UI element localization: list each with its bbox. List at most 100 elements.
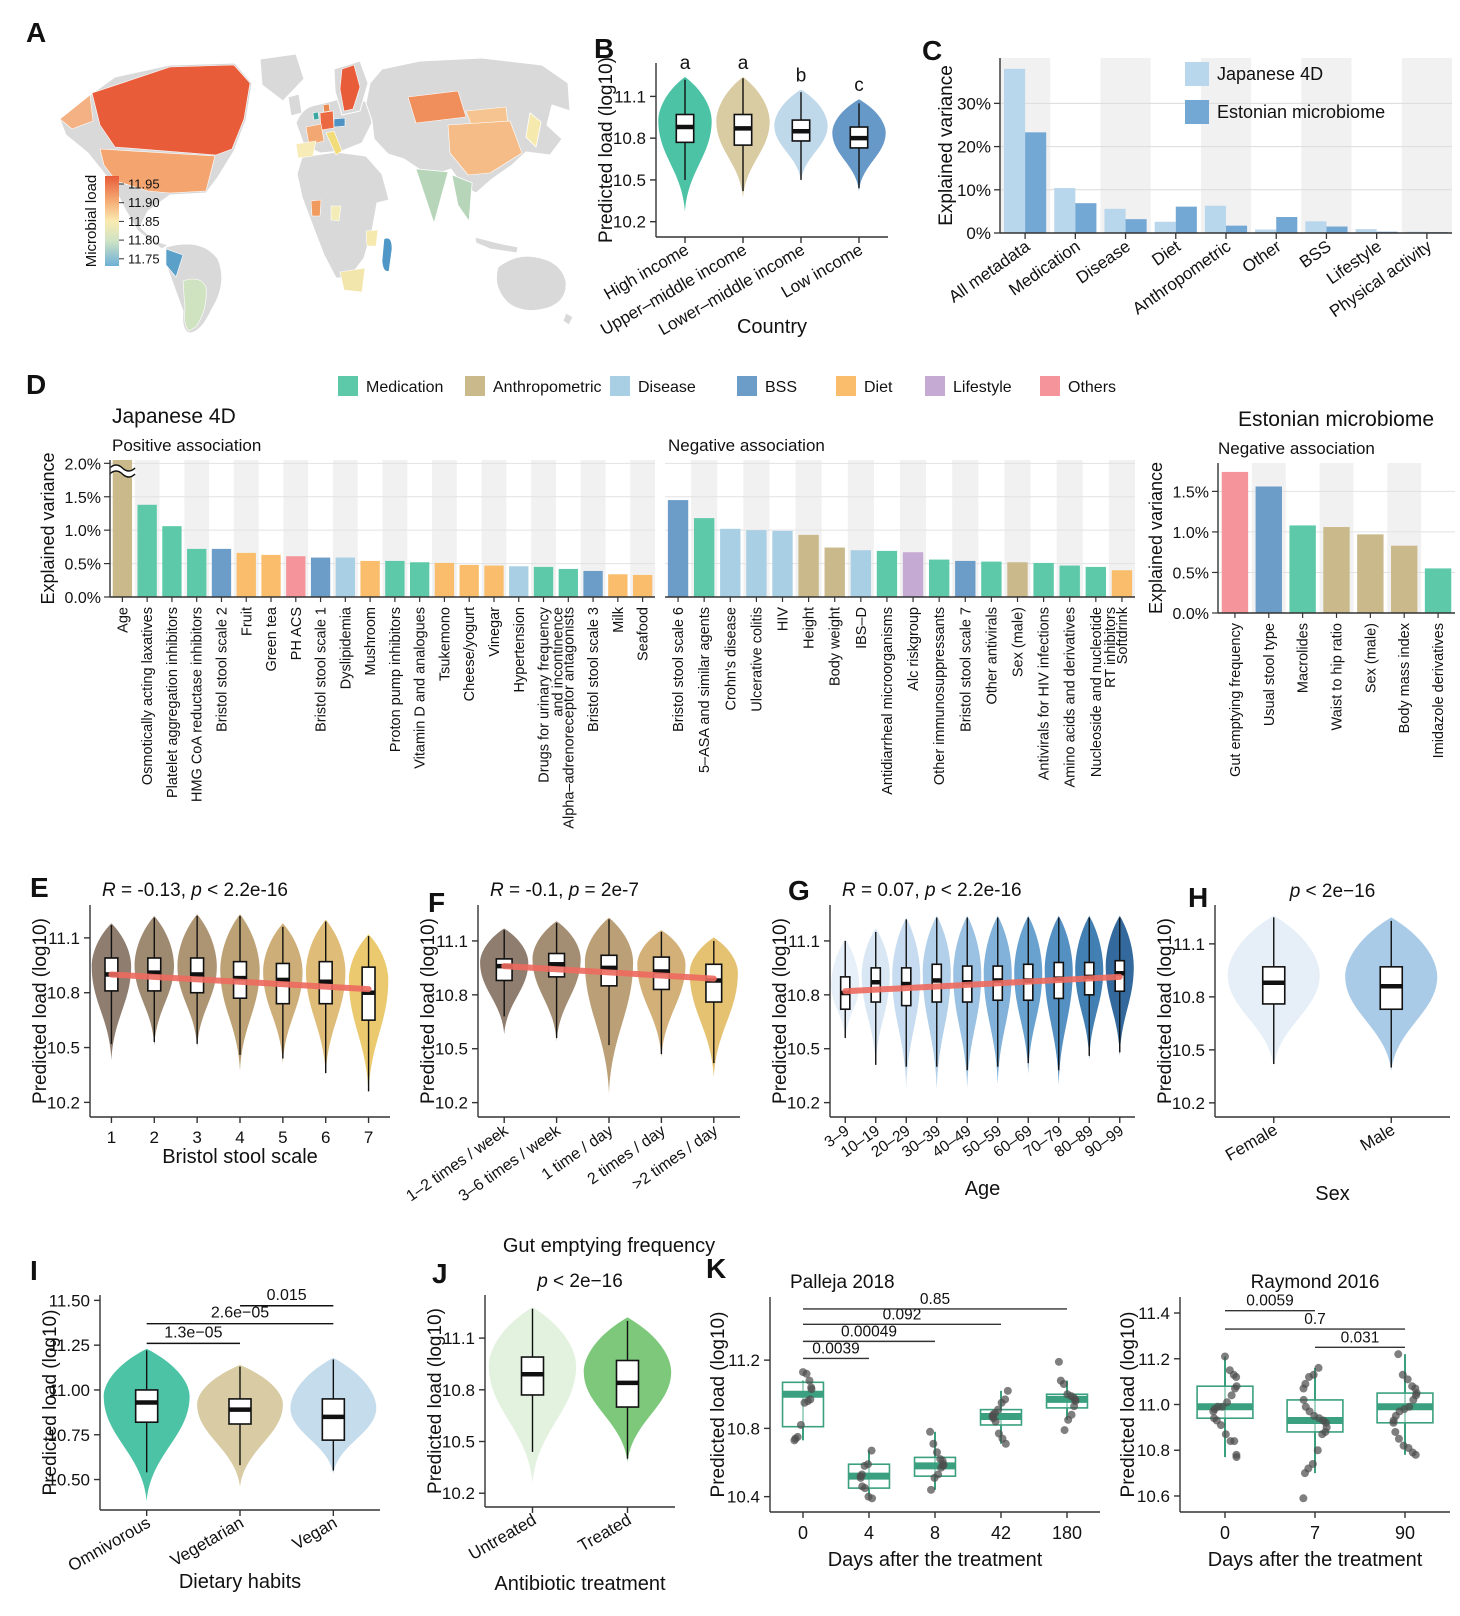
jitter-point xyxy=(1221,1352,1229,1361)
bg-stripe xyxy=(1100,58,1151,233)
bar-label: Usual stool type xyxy=(1262,623,1278,726)
bar xyxy=(1355,229,1377,233)
bar xyxy=(162,526,182,597)
bar xyxy=(693,518,715,597)
bar xyxy=(1276,217,1298,233)
bar-label: Height xyxy=(802,607,818,649)
country-cameroon xyxy=(330,205,342,222)
bar xyxy=(1305,221,1327,233)
y-tick-label: 10.5 xyxy=(1172,1041,1205,1060)
x-tick-label: BSS xyxy=(1296,237,1335,272)
bar xyxy=(509,566,529,597)
legend-swatch-lifestyle xyxy=(925,376,945,396)
significance-letter: b xyxy=(796,65,807,86)
x-tick-label: 7 xyxy=(364,1128,373,1147)
y-tick-label: 30% xyxy=(957,94,991,113)
bar-label: Waist to hip ratio xyxy=(1330,623,1346,730)
y-tick-label: 11.2 xyxy=(728,1351,760,1370)
x-tick-label: Male xyxy=(1357,1120,1398,1155)
bar xyxy=(137,504,157,597)
continent xyxy=(287,93,303,117)
stat-annotation: R = -0.13, p < 2.2e-16 xyxy=(102,880,288,901)
y-tick-label: 11.1 xyxy=(48,929,80,948)
x-axis-title: Bristol stool scale xyxy=(162,1146,318,1168)
bar xyxy=(1007,562,1028,597)
y-tick-label: 0.5% xyxy=(1173,565,1209,582)
jitter-point xyxy=(796,1420,805,1429)
chart-subtitle: Negative association xyxy=(1218,439,1375,458)
bar-label: Macrolides xyxy=(1296,623,1312,693)
bar xyxy=(720,528,741,597)
box xyxy=(705,963,723,1003)
country-france xyxy=(305,123,325,146)
bar xyxy=(1025,132,1047,233)
country-sweden xyxy=(339,64,361,112)
country-usa xyxy=(99,148,216,194)
axis-break xyxy=(107,465,138,477)
bar-label: Bristol stool scale 1 xyxy=(314,607,330,732)
bar-label: Gut emptying frequency xyxy=(1228,622,1244,777)
country-denmark xyxy=(322,103,331,113)
p-value-label: 0.85 xyxy=(920,1291,950,1308)
y-tick-label: 11.1 xyxy=(1173,935,1205,954)
x-tick-label: Other xyxy=(1239,237,1285,277)
country-myanmar_thailand xyxy=(451,174,473,222)
jitter-point xyxy=(1054,1357,1063,1366)
country-madagascar xyxy=(381,237,393,272)
bar-label: Body mass index xyxy=(1397,622,1413,733)
colorbar-title: Microbial load xyxy=(83,175,100,268)
legend-label: Diet xyxy=(864,379,893,396)
chart-subtitle: Positive association xyxy=(112,436,261,455)
x-tick-label: Anthropometric xyxy=(1129,236,1235,318)
legend-label: Estonian microbiome xyxy=(1217,102,1385,122)
country-china xyxy=(447,120,523,176)
y-tick-label: 10.5 xyxy=(47,1039,80,1058)
legend-swatch-diet xyxy=(836,376,856,396)
y-tick-label: 10.8 xyxy=(727,1419,760,1438)
jitter-point xyxy=(1403,1375,1412,1384)
chart-title: Palleja 2018 xyxy=(790,1272,895,1293)
bar-label: Other immunosuppressants xyxy=(932,607,948,785)
jitter-point xyxy=(929,1439,938,1448)
y-tick-label: 0.0% xyxy=(1173,606,1209,623)
bar-label: Green tea xyxy=(264,606,280,671)
bar-label: Sex (male) xyxy=(1363,623,1379,693)
y-axis-title: Predicted load (log10) xyxy=(418,918,439,1104)
legend-label: Medication xyxy=(366,379,443,396)
country-spain xyxy=(295,140,317,159)
colorbar-tick-label: 11.80 xyxy=(128,233,160,248)
bar-label: Mushroom xyxy=(363,607,379,676)
x-axis-title: Gut emptying frequency xyxy=(503,1235,715,1257)
jitter-point xyxy=(1230,1384,1239,1393)
y-tick-label: 10.50 xyxy=(47,1471,90,1490)
panel-g-label: G xyxy=(788,875,810,906)
legend-label: Anthropometric xyxy=(493,379,602,396)
continent xyxy=(474,236,519,254)
y-axis-title: Predicted load (log10) xyxy=(425,1308,446,1494)
y-tick-label: 10.2 xyxy=(47,1093,80,1112)
x-tick-label: Vegetarian xyxy=(167,1513,247,1570)
bar-label: HIV xyxy=(776,607,792,632)
jitter-point xyxy=(932,1448,941,1457)
bg-stripe xyxy=(1200,58,1252,233)
axis-break xyxy=(109,470,136,478)
p-value-label: 0.031 xyxy=(1341,1329,1380,1346)
jitter-point xyxy=(1230,1437,1239,1446)
panel-d-japanese-positive-chart: Age Osmotically acting laxatives Platelet … xyxy=(38,405,655,829)
bar-label: Bristol stool scale 7 xyxy=(958,607,974,732)
bar-label: Softdrink xyxy=(1115,606,1131,664)
country-kazakhstan xyxy=(407,90,467,124)
bar-label: Antivirals for HIV infections xyxy=(1037,607,1053,780)
world-map xyxy=(59,53,574,334)
bar xyxy=(1255,229,1277,233)
y-tick-label: 10.8 xyxy=(442,1381,475,1400)
bar xyxy=(850,550,872,597)
y-tick-label: 1.0% xyxy=(65,523,101,540)
bar xyxy=(608,574,628,597)
bar-label: Platelet aggregation inhibitors xyxy=(165,607,181,798)
country-alaska xyxy=(59,94,94,130)
x-tick-label: 3 xyxy=(192,1128,201,1147)
bar xyxy=(236,552,256,597)
